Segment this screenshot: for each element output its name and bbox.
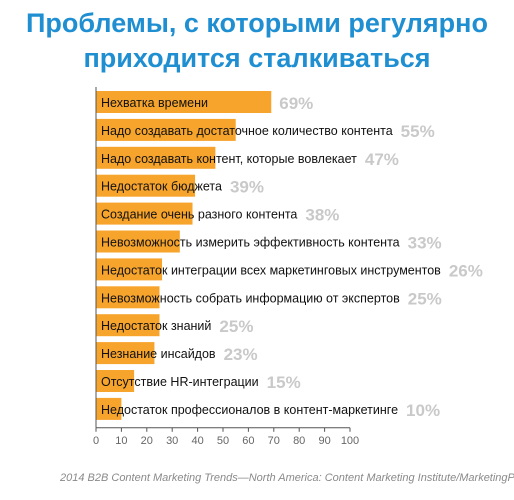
x-tick-label: 100 (341, 435, 359, 447)
bar (96, 370, 135, 392)
bar (96, 230, 180, 253)
chart-title: Проблемы, с которыми регулярно приходитс… (0, 6, 514, 76)
bar (96, 146, 216, 169)
category-label: Отсутствие HR-интеграции (101, 375, 259, 389)
x-tick-label: 60 (242, 435, 254, 447)
bar (96, 202, 193, 225)
x-tick-label: 80 (293, 435, 305, 447)
value-label: 38% (305, 206, 339, 225)
category-label: Нехватка времени (101, 96, 208, 110)
category-label: Надо создавать контент, которые вовлекае… (101, 152, 357, 166)
x-tick-label: 90 (318, 435, 330, 447)
category-label: Создание очень разного контента (101, 208, 297, 222)
category-label: Невозможность измерить эффективность кон… (101, 236, 400, 250)
category-label: Недостаток бюджета (101, 180, 222, 194)
bar (96, 118, 236, 141)
x-tick-label: 30 (166, 435, 178, 447)
value-label: 26% (449, 261, 483, 280)
bar (96, 174, 196, 197)
category-label: Недостаток знаний (101, 319, 211, 333)
category-label: Недостаток интеграции всех маркетинговых… (101, 263, 441, 277)
x-tick-label: 0 (93, 435, 99, 447)
value-label: 25% (408, 289, 442, 308)
bar (96, 397, 122, 420)
bar (96, 286, 160, 309)
bar (96, 314, 160, 337)
x-tick-label: 20 (141, 435, 153, 447)
value-label: 69% (279, 94, 313, 113)
x-tick-label: 70 (268, 435, 280, 447)
category-label: Невозможность собрать информацию от эксп… (101, 291, 400, 305)
category-label: Незнание инсайдов (101, 347, 216, 361)
value-label: 33% (408, 234, 442, 253)
value-label: 10% (406, 401, 440, 420)
category-label: Надо создавать достаточное количество ко… (101, 124, 393, 138)
x-tick-label: 50 (217, 435, 229, 447)
title-line-2: приходится сталкиваться (83, 43, 431, 73)
source-note: 2014 B2B Content Marketing Trends—North … (60, 472, 514, 484)
bar (96, 91, 272, 113)
title-line-1: Проблемы, с которыми регулярно (26, 8, 488, 38)
x-tick-label: 40 (191, 435, 203, 447)
value-label: 25% (219, 317, 253, 336)
value-label: 55% (401, 122, 435, 141)
bar (96, 258, 163, 281)
category-label: Недостаток профессионалов в контент-марк… (101, 403, 398, 417)
value-label: 47% (365, 150, 399, 169)
value-label: 23% (224, 345, 258, 364)
value-label: 39% (230, 178, 264, 197)
bar (96, 342, 155, 365)
x-tick-label: 10 (115, 435, 127, 447)
value-label: 15% (267, 373, 301, 392)
